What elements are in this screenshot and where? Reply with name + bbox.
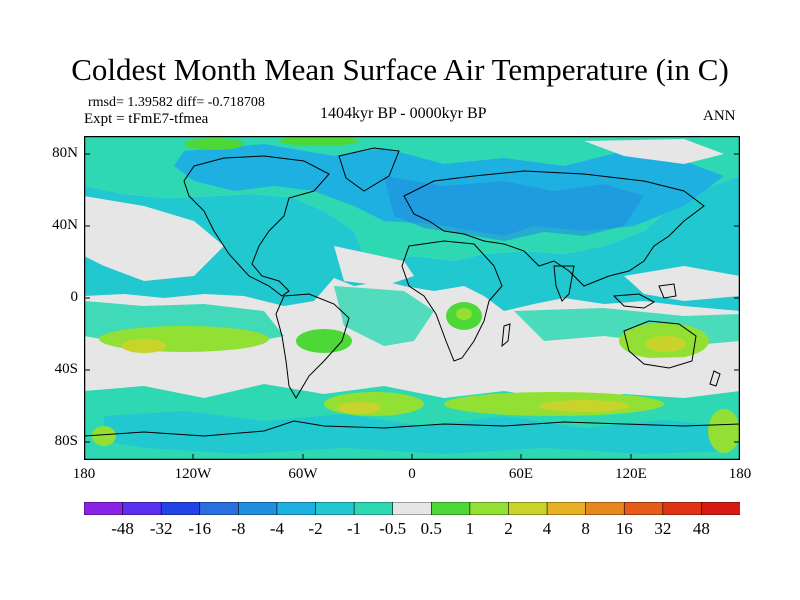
lat-label-40n: 40N xyxy=(52,217,78,233)
colorbar-swatch xyxy=(84,502,124,515)
colorbar-level-label: -2 xyxy=(308,519,323,538)
colorbar-swatch xyxy=(508,502,548,515)
colorbar xyxy=(84,502,740,515)
map-tick-marks xyxy=(84,153,740,460)
colorbar-swatch xyxy=(122,502,162,515)
warm-anomaly-fields xyxy=(92,136,740,453)
rmsd-diff-stats: rmsd= 1.39582 diff= -0.718708 xyxy=(88,95,265,110)
colorbar-level-label: 32 xyxy=(654,519,672,538)
period-label: 1404kyr BP - 0000kyr BP xyxy=(320,105,487,122)
lat-label-80n: 80N xyxy=(52,145,78,161)
lon-label-60e: 60E xyxy=(508,466,534,482)
lon-label-180e: 180 xyxy=(728,466,752,482)
lon-label-0: 0 xyxy=(408,466,416,482)
colorbar-level-label: -48 xyxy=(111,519,134,538)
colorbar-level-label: -32 xyxy=(149,519,173,538)
colorbar-swatch xyxy=(199,502,239,515)
season-label: ANN xyxy=(703,108,736,124)
lat-label-80s: 80S xyxy=(54,433,78,449)
colorbar-swatch xyxy=(238,502,278,515)
lon-label-120w: 120W xyxy=(174,466,212,482)
colorbar-swatch xyxy=(662,502,703,515)
colorbar-level-label: -8 xyxy=(231,519,246,538)
colorbar-swatch xyxy=(276,502,317,515)
colorbar-swatch xyxy=(585,502,625,515)
colorbar-level-label: 16 xyxy=(615,519,633,538)
lat-label-40s: 40S xyxy=(54,361,78,377)
coastlines xyxy=(84,147,740,437)
colorbar-level-label: 1 xyxy=(465,519,475,538)
colorbar-swatch xyxy=(701,502,740,515)
lat-label-equator: 0 xyxy=(70,289,79,305)
colorbar-level-label: 48 xyxy=(692,519,710,538)
lon-label-60w: 60W xyxy=(288,466,318,482)
experiment-label: Expt = tFmE7-tfmea xyxy=(84,111,209,127)
colorbar-swatch xyxy=(469,502,510,515)
colorbar-swatch xyxy=(160,502,201,515)
neutral-anomaly-fields xyxy=(84,139,740,386)
colorbar-swatch xyxy=(392,502,432,515)
colorbar-level-label: -0.5 xyxy=(379,519,407,538)
colorbar-swatch xyxy=(430,502,471,515)
lon-label-180w: 180 xyxy=(72,466,96,482)
colorbar-level-label: -1 xyxy=(347,519,362,538)
temperature-difference-map xyxy=(84,136,740,460)
colorbar-swatch xyxy=(623,502,664,515)
figure-title: Coldest Month Mean Surface Air Temperatu… xyxy=(71,52,729,87)
colorbar-swatch xyxy=(546,502,587,515)
colorbar-level-label: 0.5 xyxy=(420,519,442,538)
colorbar-level-label: 4 xyxy=(542,519,552,538)
lon-label-120e: 120E xyxy=(615,466,647,482)
colorbar-swatch xyxy=(315,502,355,515)
colorbar-level-label: 2 xyxy=(504,519,513,538)
colorbar-swatch xyxy=(353,502,394,515)
colorbar-level-label: -16 xyxy=(188,519,212,538)
colorbar-level-label: 8 xyxy=(581,519,590,538)
colorbar-level-label: -4 xyxy=(269,519,285,538)
